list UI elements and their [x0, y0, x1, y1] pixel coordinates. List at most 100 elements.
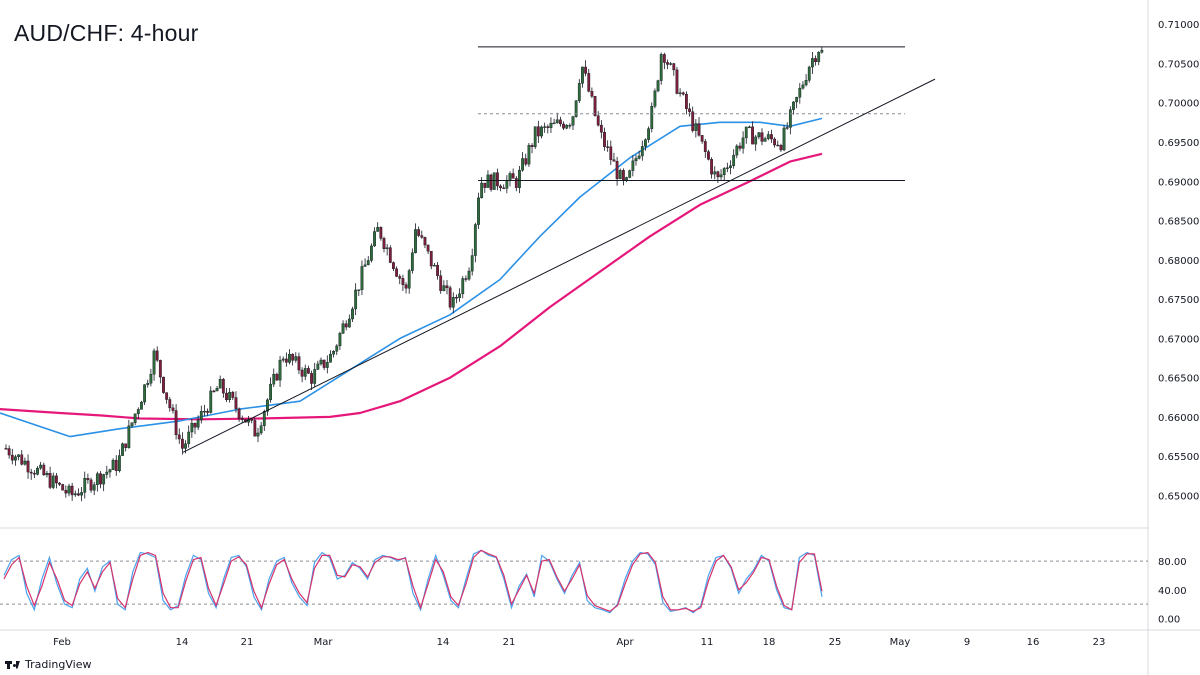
candle [288, 349, 291, 365]
candle [114, 455, 118, 476]
candle [464, 275, 468, 282]
candle [483, 182, 487, 193]
candle [795, 96, 799, 109]
price-axis[interactable]: 0.71000 0.70500 0.70000 0.69500 0.69000 0.685… [1158, 20, 1199, 502]
candle [7, 445, 11, 459]
stochastic-axis[interactable]: 80.00 40.00 0.00 [1158, 557, 1187, 625]
candle [77, 488, 80, 497]
candle [45, 470, 49, 478]
trendline [182, 78, 936, 453]
candle [669, 61, 673, 66]
candle [656, 79, 660, 93]
candle [29, 468, 33, 480]
ema-100-line [0, 117, 823, 438]
candle [269, 377, 272, 403]
candle [193, 422, 197, 435]
candle [593, 95, 597, 117]
candle [130, 422, 134, 428]
price-tick-label: 0.65000 [1158, 492, 1199, 503]
date-tick-label: 21 [503, 637, 516, 648]
candle [741, 131, 745, 154]
candle [722, 167, 726, 181]
candle [817, 51, 821, 66]
candle [754, 134, 758, 151]
price-tick-label: 0.71000 [1158, 20, 1199, 31]
candle [574, 100, 578, 118]
candle [615, 156, 619, 186]
candle [700, 135, 704, 144]
candle [470, 248, 474, 276]
candle [48, 466, 52, 490]
candle [634, 154, 638, 166]
date-tick-label: May [890, 637, 911, 648]
candle [32, 470, 36, 479]
price-tick-label: 0.70000 [1158, 99, 1199, 110]
candle [458, 288, 461, 302]
candle [209, 386, 213, 414]
candle [240, 415, 244, 424]
candle [511, 168, 515, 179]
candle [177, 428, 181, 444]
candle [385, 243, 389, 256]
ema-100-path [0, 117, 823, 438]
candle [804, 74, 808, 87]
candle [95, 471, 99, 492]
candle [360, 260, 364, 296]
candle [329, 350, 332, 363]
candle [618, 168, 622, 180]
candle [565, 124, 569, 130]
candle [55, 473, 58, 489]
candle [376, 222, 380, 232]
date-tick-label: 18 [763, 637, 776, 648]
price-tick-label: 0.70500 [1158, 59, 1199, 70]
candle [174, 404, 178, 440]
candle [524, 153, 528, 167]
candle [363, 258, 367, 267]
candle [691, 106, 695, 133]
candle [307, 365, 310, 374]
candle [215, 386, 219, 392]
price-tick-label: 0.68000 [1158, 256, 1199, 267]
candle [697, 117, 701, 137]
candle [785, 122, 789, 130]
candle [716, 170, 720, 184]
date-tick-label: Apr [616, 637, 634, 648]
candle [467, 267, 471, 281]
candle [338, 331, 342, 351]
candle [70, 482, 74, 501]
candle [382, 236, 386, 253]
candle [703, 138, 707, 158]
candle [111, 458, 115, 470]
candle [508, 171, 512, 187]
candle [672, 62, 676, 76]
candle [505, 175, 509, 194]
date-tick-label: Feb [53, 637, 71, 648]
candle [297, 352, 301, 375]
candle [410, 248, 414, 274]
candle [58, 482, 61, 487]
candle [568, 123, 572, 129]
candle [429, 250, 433, 270]
candle [533, 126, 537, 150]
candle [609, 140, 613, 165]
candle [499, 184, 502, 192]
candle [530, 143, 534, 154]
candle [322, 359, 326, 371]
candle [196, 415, 200, 431]
date-tick-label: 16 [1027, 637, 1040, 648]
candle [259, 421, 263, 435]
date-tick-label: 9 [964, 637, 970, 648]
candle [707, 149, 710, 161]
candle [606, 140, 610, 152]
candle [99, 471, 102, 489]
tradingview-brand[interactable]: TradingView [5, 658, 91, 671]
candle [325, 355, 329, 374]
candle [67, 483, 71, 497]
time-axis[interactable]: Feb 14 21 Mar 14 21 Apr 11 18 25 May 9 16 23 [53, 637, 1105, 648]
candle [42, 462, 46, 476]
candle [776, 140, 780, 147]
date-tick-label: 23 [1093, 637, 1106, 648]
candle [398, 274, 402, 285]
